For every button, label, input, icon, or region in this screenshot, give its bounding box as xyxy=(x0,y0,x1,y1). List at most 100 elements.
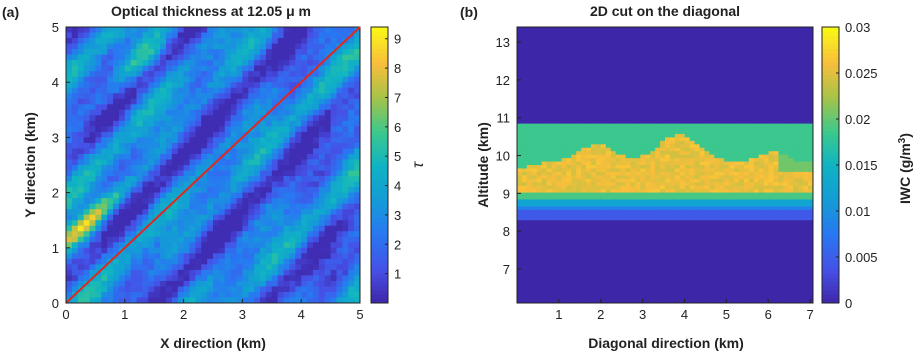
heatmap-cell xyxy=(89,170,96,177)
heatmap-cell xyxy=(183,109,190,116)
heatmap-cell xyxy=(148,109,155,116)
heatmap-cell xyxy=(254,165,261,171)
heatmap-cell xyxy=(307,225,314,232)
heatmap-cell xyxy=(536,144,543,149)
heatmap-cell xyxy=(645,85,651,90)
heatmap-cell xyxy=(605,154,612,159)
heatmap-cell xyxy=(591,265,597,269)
heatmap-cell xyxy=(600,33,607,38)
heatmap-cell xyxy=(289,38,296,44)
heatmap-cell xyxy=(336,176,343,182)
heatmap-cell xyxy=(177,142,184,149)
heatmap-cell xyxy=(615,120,621,124)
heatmap-cell xyxy=(615,37,621,42)
heatmap-cell xyxy=(650,47,656,52)
heatmap-cell xyxy=(265,49,273,55)
heatmap-cell xyxy=(260,159,267,166)
colorbar-segment xyxy=(371,61,388,67)
heatmap-cell xyxy=(124,65,132,72)
heatmap-cell xyxy=(576,268,582,273)
heatmap-cell xyxy=(586,33,592,38)
heatmap-cell xyxy=(591,168,597,173)
heatmap-cell xyxy=(615,258,621,262)
heatmap-cell xyxy=(265,297,273,304)
heatmap-cell xyxy=(650,137,656,142)
heatmap-cell xyxy=(556,278,562,283)
heatmap-cell xyxy=(517,209,523,214)
heatmap-cell xyxy=(561,244,567,249)
heatmap-cell xyxy=(330,258,337,265)
heatmap-cell xyxy=(536,147,543,152)
x-tick-label: 4 xyxy=(298,307,305,322)
heatmap-cell xyxy=(348,153,355,160)
heatmap-cell xyxy=(77,231,85,238)
heatmap-cell xyxy=(576,64,582,69)
heatmap-cell xyxy=(561,213,567,218)
heatmap-cell xyxy=(283,71,290,78)
heatmap-cell xyxy=(521,130,528,135)
heatmap-cell xyxy=(165,126,173,133)
heatmap-cell xyxy=(517,161,523,166)
heatmap-cell xyxy=(615,175,621,180)
heatmap-cell xyxy=(107,187,114,193)
heatmap-cell xyxy=(130,209,137,216)
heatmap-cell xyxy=(95,187,102,193)
heatmap-cell xyxy=(354,192,361,199)
heatmap-cell xyxy=(635,120,641,124)
heatmap-cell xyxy=(561,44,567,49)
heatmap-cell xyxy=(561,120,567,124)
heatmap-cell xyxy=(625,96,631,100)
heatmap-cell xyxy=(581,151,587,156)
heatmap-cell xyxy=(342,286,349,293)
heatmap-cell xyxy=(561,40,567,45)
heatmap-cell xyxy=(107,170,114,177)
heatmap-cell xyxy=(600,230,607,235)
heatmap-cell xyxy=(615,61,621,66)
heatmap-cell xyxy=(183,49,190,55)
heatmap-cell xyxy=(142,264,149,271)
heatmap-cell xyxy=(283,214,290,221)
heatmap-cell xyxy=(610,113,617,118)
heatmap-cell xyxy=(536,189,543,193)
heatmap-cell xyxy=(289,170,296,177)
heatmap-cell xyxy=(289,115,296,122)
heatmap-cell xyxy=(248,104,255,111)
heatmap-cell xyxy=(591,165,597,169)
heatmap-cell xyxy=(655,209,661,214)
heatmap-cell xyxy=(154,165,161,171)
heatmap-cell xyxy=(526,171,533,176)
heatmap-cell xyxy=(650,44,656,49)
heatmap-cell xyxy=(236,109,243,116)
heatmap-cell xyxy=(71,203,79,210)
heatmap-cell xyxy=(536,102,543,107)
heatmap-cell xyxy=(118,54,126,61)
heatmap-cell xyxy=(551,296,557,300)
heatmap-cell xyxy=(526,99,533,104)
heatmap-cell xyxy=(230,192,237,199)
heatmap-cell xyxy=(142,258,149,265)
heatmap-cell xyxy=(645,234,651,238)
heatmap-cell xyxy=(77,93,85,100)
heatmap-cell xyxy=(183,142,190,149)
heatmap-cell xyxy=(71,109,79,116)
heatmap-cell xyxy=(201,93,208,100)
heatmap-cell xyxy=(101,82,108,89)
heatmap-cell xyxy=(556,175,562,180)
heatmap-cell xyxy=(541,216,547,221)
heatmap-cell xyxy=(312,225,320,232)
heatmap-cell xyxy=(83,49,90,55)
heatmap-cell xyxy=(183,258,190,265)
heatmap-cell xyxy=(330,76,337,83)
heatmap-cell xyxy=(89,54,96,61)
heatmap-cell xyxy=(526,133,533,138)
heatmap-cell xyxy=(277,242,284,249)
colorbar-segment xyxy=(371,216,388,222)
heatmap-cell xyxy=(348,236,355,243)
heatmap-cell xyxy=(600,220,607,225)
heatmap-cell xyxy=(283,203,290,210)
heatmap-cell xyxy=(517,168,523,173)
heatmap-cell xyxy=(541,51,547,55)
heatmap-cell xyxy=(295,236,302,243)
heatmap-cell xyxy=(546,96,552,100)
heatmap-cell xyxy=(107,87,114,94)
